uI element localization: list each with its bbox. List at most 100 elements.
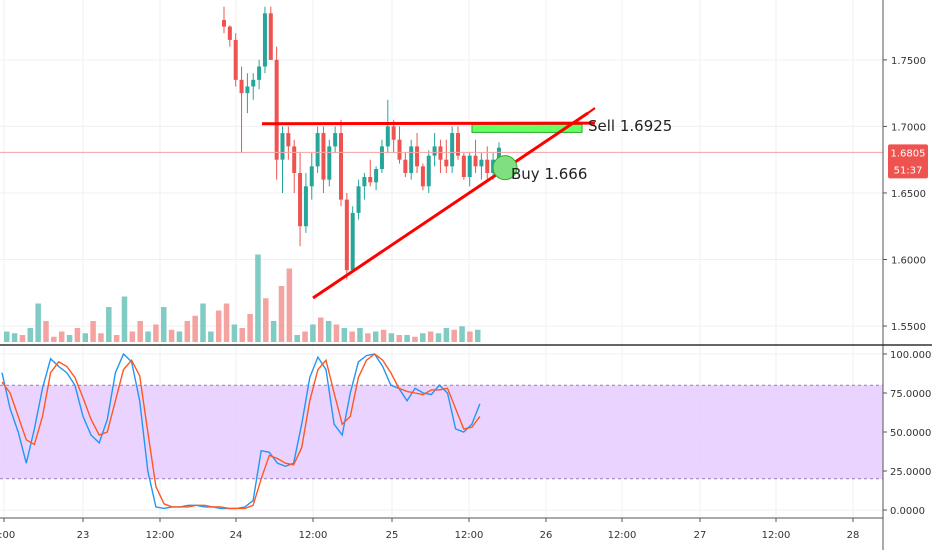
volume-bar bbox=[4, 331, 10, 342]
volume-bar bbox=[270, 321, 277, 342]
stochastic-axis[interactable]: 100.0000 75.0000 50.0000 25.0000 0.0000 bbox=[883, 350, 932, 517]
candle-body bbox=[286, 133, 291, 147]
sell-label: Sell 1.6925 bbox=[588, 117, 672, 135]
candle-body bbox=[379, 146, 384, 170]
volume-bar bbox=[451, 329, 457, 342]
volume-bar bbox=[161, 307, 167, 342]
candle-body bbox=[321, 133, 326, 180]
price-axis[interactable]: 1.7500 1.7000 1.6500 1.6000 1.5500 bbox=[883, 56, 926, 333]
overbought-oversold-band bbox=[0, 385, 883, 479]
stochastic-d-line bbox=[1, 353, 481, 510]
time-tick-label: 28 bbox=[847, 530, 860, 541]
stochastic-tick-label: 0.0000 bbox=[890, 506, 925, 517]
candle-body bbox=[233, 39, 238, 80]
volume-bar bbox=[239, 328, 245, 342]
volume-bar bbox=[380, 329, 387, 342]
volume-bar bbox=[184, 321, 191, 342]
time-axis[interactable]: 2:00 23 12:00 24 12:00 25 12:00 26 12:00 27 12:00 2… bbox=[0, 518, 859, 541]
price-tick-label: 1.5500 bbox=[891, 322, 926, 333]
candlestick-series bbox=[222, 6, 501, 280]
volume-bar bbox=[19, 335, 26, 342]
time-tick-label: 23 bbox=[77, 530, 90, 541]
candle-body bbox=[309, 166, 314, 187]
volume-bar bbox=[27, 328, 34, 342]
price-tick-label: 1.7000 bbox=[891, 122, 926, 133]
volume-bar bbox=[168, 329, 175, 342]
volume-bar bbox=[372, 331, 379, 342]
volume-bar bbox=[98, 333, 104, 342]
volume-bar bbox=[106, 307, 112, 342]
candle-body bbox=[374, 169, 379, 183]
candle-body bbox=[409, 146, 414, 173]
support-trendline[interactable] bbox=[312, 111, 589, 300]
volume-bar bbox=[129, 331, 136, 342]
candle-body bbox=[368, 176, 373, 183]
trade-annotations[interactable]: Sell 1.6925 Buy 1.666 bbox=[261, 107, 672, 300]
volume-bar bbox=[286, 268, 293, 342]
volume-bar bbox=[11, 333, 18, 342]
candle-countdown: 51:37 bbox=[894, 165, 923, 176]
candle-body bbox=[251, 79, 256, 87]
volume-bar bbox=[357, 328, 363, 342]
candle-body bbox=[385, 126, 390, 147]
time-tick-label: 12:00 bbox=[146, 530, 175, 541]
time-tick-label: 26 bbox=[540, 530, 553, 541]
stochastic-tick-label: 50.0000 bbox=[890, 428, 931, 439]
resistance-trendline[interactable] bbox=[261, 121, 596, 126]
volume-histogram bbox=[4, 254, 481, 342]
volume-bar bbox=[475, 329, 481, 342]
current-price-label: 1.6805 bbox=[891, 148, 926, 159]
time-tick-label: 12:00 bbox=[455, 530, 484, 541]
candle-body bbox=[391, 126, 396, 140]
volume-bar bbox=[459, 326, 465, 342]
volume-bar bbox=[263, 298, 269, 342]
buy-entry-marker[interactable] bbox=[492, 155, 518, 181]
volume-bar bbox=[153, 324, 159, 342]
volume-bar bbox=[145, 331, 151, 342]
volume-bar bbox=[396, 335, 402, 342]
price-tick-label: 1.6500 bbox=[891, 189, 926, 200]
volume-bar bbox=[318, 317, 324, 342]
buy-label: Buy 1.666 bbox=[511, 165, 587, 183]
candle-body bbox=[274, 59, 279, 160]
volume-bar bbox=[333, 324, 340, 342]
volume-bar bbox=[467, 331, 473, 342]
volume-bar bbox=[435, 333, 442, 342]
candle-body bbox=[239, 79, 244, 94]
candle-body bbox=[344, 199, 349, 271]
candle-body bbox=[327, 146, 332, 180]
time-tick-label: 25 bbox=[386, 530, 399, 541]
candle-body bbox=[444, 159, 449, 167]
volume-bar bbox=[388, 333, 395, 342]
volume-bar bbox=[255, 254, 261, 342]
volume-bar bbox=[412, 336, 418, 342]
volume-bar bbox=[51, 336, 57, 342]
volume-bar bbox=[82, 333, 88, 342]
volume-bar bbox=[310, 324, 316, 342]
volume-bar bbox=[74, 328, 81, 342]
volume-bar bbox=[420, 333, 426, 342]
volume-bar bbox=[113, 335, 120, 342]
candle-body bbox=[222, 19, 226, 27]
price-tick-label: 1.6000 bbox=[891, 255, 926, 266]
volume-bar bbox=[43, 321, 49, 342]
candle-body bbox=[420, 166, 425, 187]
price-tick-label: 1.7500 bbox=[891, 56, 926, 67]
candle-body bbox=[432, 146, 437, 156]
volume-bar bbox=[294, 335, 300, 342]
volume-bar bbox=[341, 328, 348, 342]
candle-body bbox=[292, 146, 297, 173]
time-tick-label: 12:00 bbox=[762, 530, 791, 541]
grid-lines bbox=[0, 0, 883, 518]
volume-bar bbox=[302, 331, 308, 342]
volume-bar bbox=[90, 321, 96, 342]
stochastic-tick-label: 25.0000 bbox=[890, 467, 931, 478]
volume-bar bbox=[215, 310, 222, 342]
candle-body bbox=[397, 139, 402, 160]
time-tick-label: 12:00 bbox=[608, 530, 637, 541]
support-trendline-extension[interactable] bbox=[587, 107, 596, 114]
volume-bar bbox=[349, 331, 355, 342]
volume-bar bbox=[208, 331, 214, 342]
